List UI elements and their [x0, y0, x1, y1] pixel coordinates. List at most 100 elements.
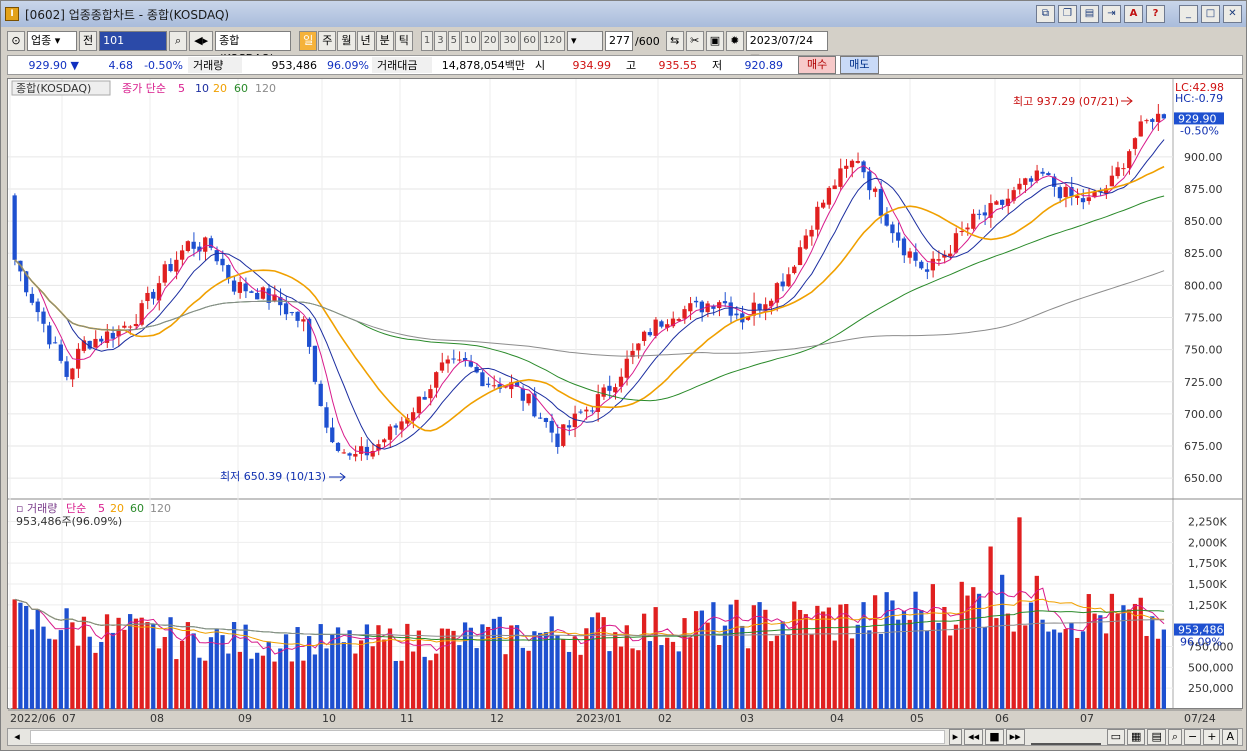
candle	[809, 229, 814, 237]
candle	[855, 161, 860, 163]
chart-area[interactable]: 900.00 875.00 850.00 825.00 800.00 775.00 750.…	[7, 78, 1243, 725]
interval-button-10[interactable]: 10	[461, 31, 480, 51]
maximize-icon[interactable]: □	[1201, 5, 1220, 23]
close-icon[interactable]: ✕	[1223, 5, 1242, 23]
pin-icon[interactable]: ⇥	[1102, 5, 1121, 23]
volume-bar	[734, 599, 739, 709]
tool-icon[interactable]: ✂	[685, 31, 704, 51]
a-icon[interactable]: A	[1124, 5, 1143, 23]
volume-bar	[636, 650, 641, 709]
price-panel	[8, 79, 1173, 499]
stop-icon[interactable]: ■	[985, 729, 1004, 745]
rewind-icon[interactable]: ◂◂	[964, 729, 984, 745]
price-ma-line-5	[14, 118, 1165, 454]
scroll-left-icon[interactable]: ⇆	[665, 31, 684, 51]
interval-button-20[interactable]: 20	[480, 31, 500, 51]
interval-button-60[interactable]: 60	[520, 31, 539, 51]
candle	[936, 259, 941, 261]
candle	[35, 301, 40, 313]
candle	[249, 291, 254, 293]
volume-bar	[58, 630, 63, 709]
view-icon[interactable]: ▭	[1106, 729, 1126, 745]
period-button-0[interactable]: 일	[299, 31, 318, 51]
volume-ma-period-3: 120	[150, 502, 171, 515]
zoom-in-icon[interactable]: +	[1203, 729, 1221, 745]
candle	[295, 311, 300, 321]
period-button-1[interactable]: 주	[318, 31, 337, 51]
period-button-5[interactable]: 틱	[394, 31, 413, 51]
candle	[428, 389, 433, 399]
interval-button-120[interactable]: 120	[539, 31, 566, 51]
volume-bar	[1155, 638, 1161, 709]
interval-button-30[interactable]: 30	[500, 31, 520, 51]
interval-button-3[interactable]: 3	[434, 31, 447, 51]
settings-icon[interactable]: ✹	[725, 31, 744, 51]
interval-button-5[interactable]: 5	[447, 31, 460, 51]
candle	[1057, 187, 1063, 199]
grid-icon[interactable]: ▤	[1147, 729, 1166, 745]
zoom-slider[interactable]	[1030, 729, 1101, 745]
period-button-3[interactable]: 년	[356, 31, 375, 51]
lock-icon[interactable]: ⊙	[7, 31, 25, 51]
candle	[543, 418, 549, 422]
link-icon[interactable]: ⧉	[1036, 5, 1055, 23]
volume-bar	[318, 624, 323, 709]
candle	[179, 250, 185, 260]
high-value: 935.55	[658, 58, 698, 72]
volume-bar	[185, 622, 191, 709]
volume-bar	[711, 602, 716, 709]
print-icon[interactable]: ▤	[1080, 5, 1099, 23]
chart-scrollbar[interactable]: ◂ ▸ ◂◂ ■ ▸▸ ▭ ▦ ▤ ⌕ − + A	[7, 728, 1243, 746]
volume-bar	[1121, 605, 1126, 709]
save-icon[interactable]: ▣	[705, 31, 724, 51]
count-input[interactable]: 277	[605, 31, 634, 51]
volume-bar	[1023, 625, 1028, 709]
volume-bar	[884, 592, 889, 709]
speaker-icon[interactable]: ◀▸	[189, 31, 214, 51]
volume-bar	[497, 616, 502, 709]
candle	[387, 426, 393, 440]
x-axis-label-1: 07	[62, 712, 76, 725]
volume-bar	[976, 593, 982, 709]
candle	[688, 303, 693, 312]
chart-svg[interactable]: 900.00 875.00 850.00 825.00 800.00 775.00 750.…	[8, 79, 1242, 729]
sell-button[interactable]: 매도	[840, 56, 879, 74]
candle	[359, 446, 364, 454]
period-button-2[interactable]: 월	[337, 31, 356, 51]
volume-bar	[630, 648, 635, 709]
minimize-icon[interactable]: _	[1179, 5, 1198, 23]
layout-icon[interactable]: ▦	[1127, 729, 1146, 745]
price-legend-box	[11, 80, 111, 96]
name-field: 종합(KOSDAQ)	[215, 31, 292, 65]
scroll-right-icon[interactable]: ▸	[948, 729, 963, 745]
candle	[29, 293, 35, 303]
zoom-out-icon[interactable]: −	[1184, 729, 1202, 745]
volume-bar	[1052, 629, 1057, 709]
candle	[81, 340, 87, 351]
market-select[interactable]: 업종 ▾	[27, 31, 77, 51]
scroll-track[interactable]	[30, 730, 945, 744]
candle	[70, 368, 75, 380]
date-input[interactable]: 2023/07/24 ▦	[745, 31, 828, 65]
code-input[interactable]: 101	[99, 31, 168, 51]
copy-icon[interactable]: ❐	[1058, 5, 1077, 23]
zoom-icon[interactable]: ⌕	[1167, 729, 1183, 745]
search-icon[interactable]: ⌕	[169, 31, 188, 51]
price-ma-label: 종가 단순	[122, 82, 166, 95]
candle	[872, 188, 878, 192]
scroll-left-arrow-icon[interactable]: ◂	[14, 730, 20, 743]
candle	[353, 453, 358, 457]
font-icon[interactable]: A	[1222, 729, 1238, 745]
forward-icon[interactable]: ▸▸	[1005, 729, 1025, 745]
buy-button[interactable]: 매수	[798, 56, 837, 74]
period-button-4[interactable]: 분	[375, 31, 394, 51]
help-icon[interactable]: ?	[1146, 5, 1165, 23]
quote-bar: 929.90 ▼ 4.68 -0.50% 거래량 953,486 96.09% …	[7, 55, 1243, 75]
candle	[924, 269, 930, 272]
prev-button[interactable]: 전	[79, 31, 98, 51]
volume-bar	[809, 634, 814, 709]
candle	[676, 319, 681, 321]
interval-button-1[interactable]: 1	[420, 31, 434, 51]
interval-dropdown[interactable]: ▾	[567, 31, 604, 51]
candle	[526, 393, 531, 404]
